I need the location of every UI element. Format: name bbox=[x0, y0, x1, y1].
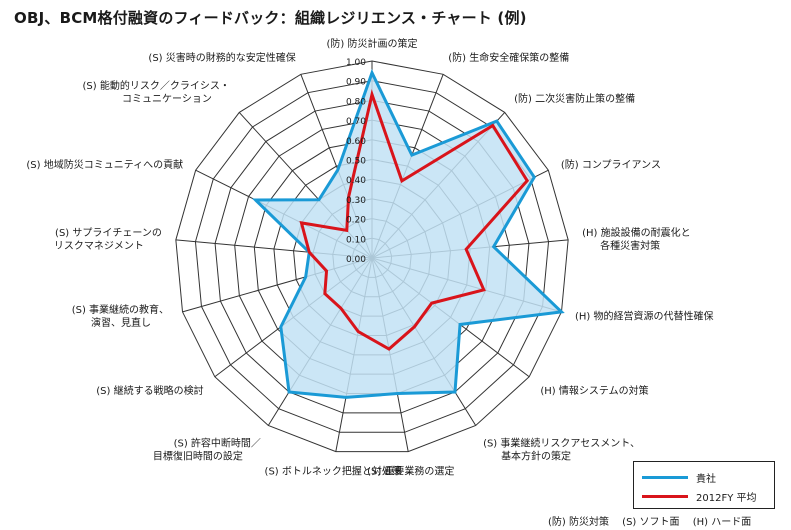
axis-label-line: (S) 事業継続の教育、 bbox=[72, 303, 169, 316]
footnote-hard: (H) ハード面 bbox=[692, 517, 752, 528]
series-line-average bbox=[299, 89, 530, 351]
legend-swatch-average bbox=[642, 494, 688, 498]
footnote-soft: (S) ソフト面 bbox=[622, 517, 680, 528]
axis-label: (S) サプライチェーンのリスクマネジメント bbox=[54, 227, 162, 252]
axis-label: (S) 地域防災コミュニティへの貢献 bbox=[26, 158, 183, 171]
chart-title: OBJ、BCM格付融資のフィードバック：組織レジリエンス・チャート (例) bbox=[14, 9, 527, 27]
axis-label-line: 目標復旧時間の設定 bbox=[153, 449, 243, 462]
axis-label-line: (防) コンプライアンス bbox=[561, 158, 661, 171]
axis-label: (H) 情報システムの対策 bbox=[540, 384, 648, 397]
axis-label-line: (S) 事業継続リスクアセスメント、 bbox=[483, 436, 640, 449]
tick-label: 0.90 bbox=[346, 78, 366, 88]
legend-label-company: 貴社 bbox=[696, 473, 716, 485]
axis-label: (H) 施設設備の耐震化と各種災害対策 bbox=[582, 226, 691, 252]
axis-label-line: (H) 情報システムの対策 bbox=[540, 384, 648, 397]
tick-label: 0.80 bbox=[346, 97, 366, 107]
axis-label-line: (S) ボトルネック把握と対処策 bbox=[265, 464, 402, 477]
footnote-bousai: (防) 防災対策 bbox=[548, 517, 609, 528]
axis-label-line: (防) 二次災害防止策の整備 bbox=[514, 92, 635, 105]
series-line-company bbox=[251, 68, 565, 399]
tick-label: 0.70 bbox=[346, 117, 366, 127]
axis-label-line: (S) 許容中断時間／ bbox=[174, 436, 261, 449]
axis-label: (S) 能動的リスク／クライシス・コミュニケーション bbox=[83, 79, 230, 105]
grid-ring bbox=[175, 60, 569, 453]
legend-item-average: 2012FY 平均 bbox=[642, 489, 757, 504]
axis-label-line: (S) 災害時の財務的な安定性確保 bbox=[148, 51, 295, 64]
tick-label: 0.00 bbox=[346, 255, 366, 265]
axis-label: (S) 災害時の財務的な安定性確保 bbox=[148, 51, 295, 64]
axis-label: (H) 物的経営資源の代替性確保 bbox=[575, 310, 714, 323]
axis-label: (S) 重要業務の選定 bbox=[367, 464, 454, 477]
legend-item-company: 貴社 bbox=[642, 470, 716, 485]
axis-label: (防) コンプライアンス bbox=[561, 158, 661, 171]
axis-label: (S) 継続する戦略の検討 bbox=[96, 384, 203, 397]
axis-label-line: 演習、見直し bbox=[91, 316, 151, 329]
tick-label: 0.40 bbox=[346, 176, 366, 186]
legend-label-average: 2012FY 平均 bbox=[696, 492, 757, 504]
axis-label: (防) 防災計画の策定 bbox=[327, 37, 418, 50]
tick-label: 0.20 bbox=[346, 216, 366, 226]
axis-label-line: (H) 物的経営資源の代替性確保 bbox=[575, 310, 714, 323]
tick-label: 1.00 bbox=[346, 58, 366, 68]
tick-label: 0.50 bbox=[346, 157, 366, 167]
axis-label-line: (防) 防災計画の策定 bbox=[327, 37, 418, 50]
tick-label: 0.30 bbox=[346, 196, 366, 206]
axis-label: (S) 許容中断時間／目標復旧時間の設定 bbox=[153, 436, 261, 462]
axis-label-line: (S) 地域防災コミュニティへの貢献 bbox=[26, 158, 183, 171]
legend-swatch-company bbox=[642, 475, 688, 479]
axis-label: (防) 生命安全確保策の整備 bbox=[448, 51, 569, 64]
axis-label: (防) 二次災害防止策の整備 bbox=[514, 92, 635, 105]
footnote: (防) 防災対策 (S) ソフト面 (H) ハード面 bbox=[548, 513, 761, 528]
axis-label-line: 基本方針の策定 bbox=[501, 449, 571, 462]
axis-label-line: (S) 能動的リスク／クライシス・ bbox=[83, 79, 230, 92]
axis-label-line: (H) 施設設備の耐震化と bbox=[582, 226, 691, 239]
axis-label-line: (S) サプライチェーンの bbox=[55, 227, 162, 239]
axis-label-line: (防) 生命安全確保策の整備 bbox=[448, 51, 569, 64]
axis-label: (S) ボトルネック把握と対処策 bbox=[265, 464, 402, 477]
axis-label-line: (S) 重要業務の選定 bbox=[367, 464, 454, 477]
axis-label: (S) 事業継続リスクアセスメント、基本方針の策定 bbox=[483, 436, 640, 462]
axis-label: (S) 事業継続の教育、演習、見直し bbox=[72, 303, 169, 329]
tick-label: 0.10 bbox=[346, 235, 366, 245]
tick-label: 0.60 bbox=[346, 137, 366, 147]
axis-label-line: リスクマネジメント bbox=[54, 240, 144, 252]
axis-label-line: 各種災害対策 bbox=[600, 239, 660, 252]
legend: 貴社 2012FY 平均 bbox=[633, 461, 775, 509]
axis-label-line: (S) 継続する戦略の検討 bbox=[96, 384, 203, 397]
axis-label-line: コミュニケーション bbox=[122, 93, 212, 105]
